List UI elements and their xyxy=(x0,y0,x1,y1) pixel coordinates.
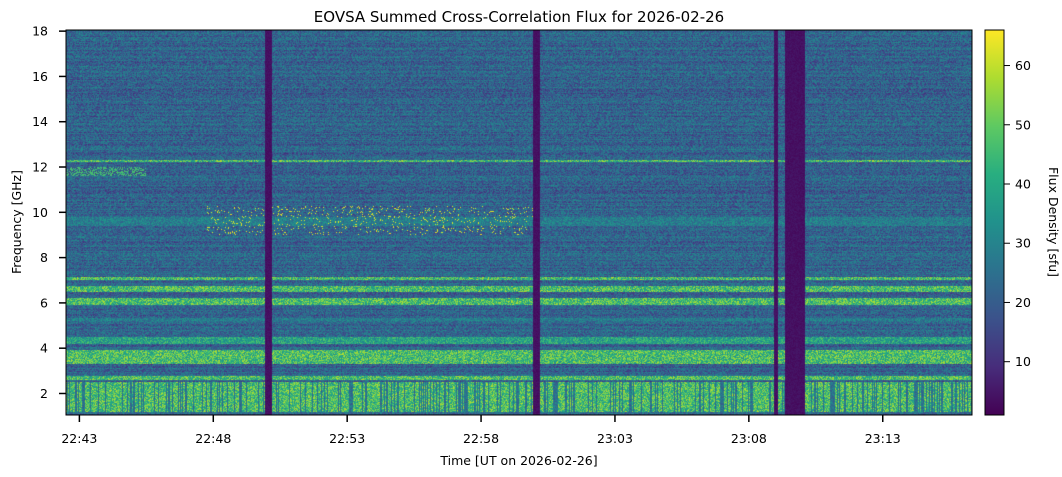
chart-title: EOVSA Summed Cross-Correlation Flux for … xyxy=(314,8,724,26)
x-tick-label: 23:13 xyxy=(865,431,901,446)
colorbar-tick-label: 20 xyxy=(1015,295,1031,310)
y-tick-label: 8 xyxy=(40,250,48,265)
x-tick-label: 22:53 xyxy=(329,431,365,446)
y-tick-label: 16 xyxy=(32,69,48,84)
y-tick-label: 12 xyxy=(32,160,48,175)
y-tick-label: 18 xyxy=(32,24,48,39)
colorbar-gradient xyxy=(984,29,1005,416)
colorbar-tick-label: 50 xyxy=(1015,117,1031,132)
x-tick-label: 22:48 xyxy=(195,431,231,446)
colorbar-tick-label: 30 xyxy=(1015,236,1031,251)
y-tick-label: 2 xyxy=(40,386,48,401)
x-tick-label: 22:43 xyxy=(61,431,97,446)
x-tick-label: 23:08 xyxy=(731,431,767,446)
y-axis-label: Frequency [GHz] xyxy=(9,170,24,274)
y-axis: 2 4 6 8 10 12 14 16 18 xyxy=(32,24,66,401)
colorbar-tick-label: 40 xyxy=(1015,177,1031,192)
y-tick-label: 6 xyxy=(40,295,48,310)
colorbar-label: Flux Density [sfu] xyxy=(1046,167,1061,277)
x-axis: 22:43 22:48 22:53 22:58 23:03 23:08 23:13 xyxy=(61,415,901,446)
colorbar-tick-label: 10 xyxy=(1015,354,1031,369)
y-tick-label: 14 xyxy=(32,114,48,129)
colorbar: 10 20 30 40 50 60 Flux Density [sfu] xyxy=(984,29,1061,416)
y-tick-label: 10 xyxy=(32,205,48,220)
spectrogram-plot-area xyxy=(65,29,973,416)
plot-frame xyxy=(65,29,973,416)
x-tick-label: 23:03 xyxy=(597,431,633,446)
y-tick-label: 4 xyxy=(40,341,48,356)
colorbar-tick-label: 60 xyxy=(1015,58,1031,73)
colorbar-ticks: 10 20 30 40 50 60 xyxy=(1004,58,1031,369)
heatmap-image xyxy=(66,30,972,415)
x-tick-label: 22:58 xyxy=(463,431,499,446)
x-axis-label: Time [UT on 2026-02-26] xyxy=(439,453,597,468)
